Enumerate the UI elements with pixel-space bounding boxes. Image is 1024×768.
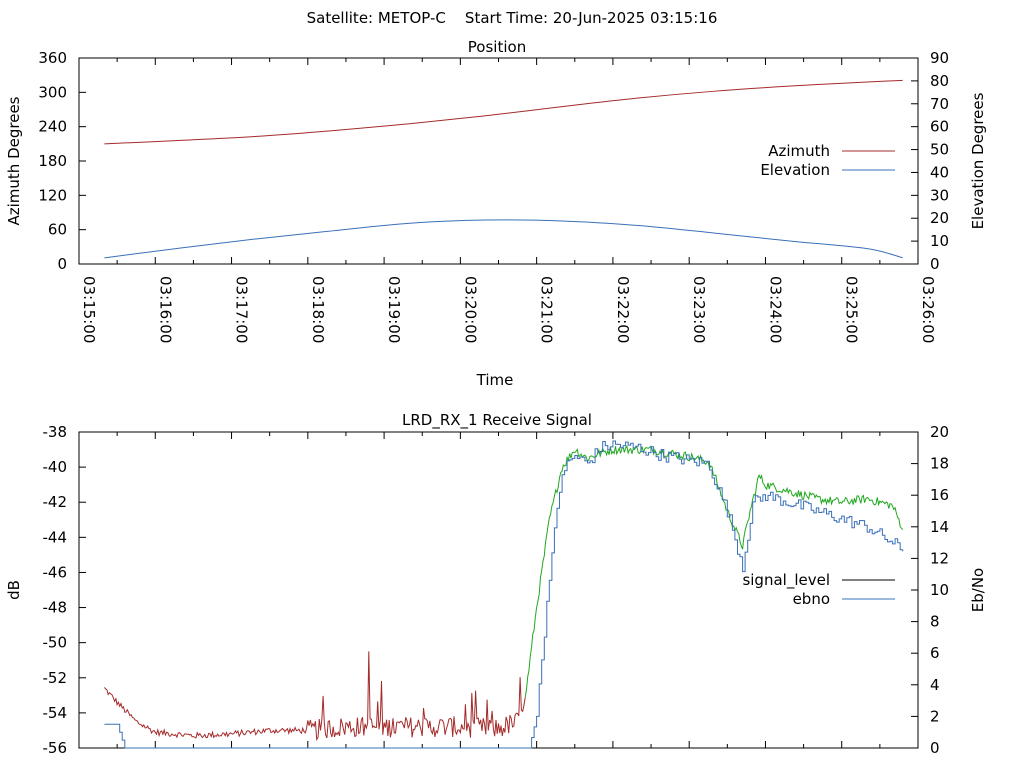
y-tick-label: -44 xyxy=(43,528,68,546)
y-tick-label: -40 xyxy=(43,458,68,476)
y2-tick-label: 30 xyxy=(930,186,949,204)
y-tick-label: 300 xyxy=(38,83,67,101)
y2-tick-label: 70 xyxy=(930,95,949,113)
position-legend: Azimuth Elevation xyxy=(760,142,895,179)
position-series xyxy=(104,79,903,259)
position-x-axis-label: Time xyxy=(476,371,514,389)
y2-tick-label: 90 xyxy=(930,49,949,67)
y2-tick-label: 10 xyxy=(930,581,949,599)
signal-ticks xyxy=(78,431,919,749)
x-tick-label: 03:26:00 xyxy=(919,276,937,343)
series-line-signal-level-unlocked xyxy=(104,651,526,742)
y-tick-label: 240 xyxy=(38,118,67,136)
legend-label-azimuth: Azimuth xyxy=(768,142,830,160)
header-title: Satellite: METOP-C Start Time: 20-Jun-20… xyxy=(307,9,718,27)
x-tick-label: 03:20:00 xyxy=(461,276,479,343)
x-tick-label: 03:24:00 xyxy=(766,276,784,343)
y-tick-label: -50 xyxy=(43,634,68,652)
y2-tick-label: 0 xyxy=(930,739,940,757)
y-tick-label: 60 xyxy=(48,221,67,239)
x-tick-label: 03:23:00 xyxy=(690,276,708,343)
y-tick-label: 180 xyxy=(38,152,67,170)
y-tick-label: 360 xyxy=(38,49,67,67)
signal-legend: signal_level ebno xyxy=(742,571,895,608)
legend-label-signal-level: signal_level xyxy=(742,571,830,590)
position-x-tick-labels: 03:15:00 03:16:00 03:17:00 03:18:00 03:19:00… xyxy=(80,276,937,343)
y2-tick-label: 2 xyxy=(930,707,940,725)
y-tick-label: -38 xyxy=(43,423,68,441)
y2-tick-label: 40 xyxy=(930,163,949,181)
x-tick-label: 03:16:00 xyxy=(156,276,174,343)
y-tick-label: -46 xyxy=(43,563,68,581)
y2-tick-label: 16 xyxy=(930,486,949,504)
y2-tick-label: 14 xyxy=(930,518,949,536)
signal-series xyxy=(104,440,904,749)
position-y-axis-label: Azimuth Degrees xyxy=(5,96,23,225)
y2-tick-label: 8 xyxy=(930,613,940,631)
y-tick-label: 0 xyxy=(57,255,67,273)
y-tick-label: -52 xyxy=(43,669,68,687)
y2-tick-label: 18 xyxy=(930,455,949,473)
y-tick-label: -56 xyxy=(43,739,68,757)
x-tick-label: 03:18:00 xyxy=(309,276,327,343)
signal-chart: LRD_RX_1 Receive Signal -56-54-52-50-48-… xyxy=(5,411,987,757)
series-line-ebno xyxy=(104,440,904,749)
signal-y-axis-label: dB xyxy=(5,580,23,600)
y2-tick-label: 6 xyxy=(930,644,940,662)
position-y2-axis-label: Elevation Degrees xyxy=(969,92,987,229)
y2-tick-label: 20 xyxy=(930,423,949,441)
position-y-tick-labels: 0 60 120 180 240 300 360 xyxy=(38,49,67,273)
x-tick-label: 03:25:00 xyxy=(843,276,861,343)
y2-tick-label: 60 xyxy=(930,118,949,136)
x-tick-label: 03:19:00 xyxy=(385,276,403,343)
signal-y2-axis-label: Eb/No xyxy=(969,568,987,612)
y2-tick-label: 80 xyxy=(930,72,949,90)
y2-tick-label: 50 xyxy=(930,141,949,159)
y2-tick-label: 20 xyxy=(930,209,949,227)
y-tick-label: -54 xyxy=(43,704,68,722)
y2-tick-label: 0 xyxy=(930,255,940,273)
y2-tick-label: 10 xyxy=(930,232,949,250)
series-line-signal-level-locked xyxy=(524,444,904,698)
signal-y-tick-labels: -56 -54 -52 -50 -48 -46 -44 -42 -40 -38 xyxy=(43,423,68,757)
signal-y2-tick-labels: 0 2 4 6 8 10 12 14 16 18 20 xyxy=(930,423,949,757)
series-line-elevation xyxy=(104,219,903,259)
x-tick-label: 03:15:00 xyxy=(80,276,98,343)
series-line-azimuth xyxy=(104,79,903,145)
signal-chart-title: LRD_RX_1 Receive Signal xyxy=(402,411,592,430)
position-y2-tick-labels: 0 10 20 30 40 50 60 70 80 90 xyxy=(930,49,949,273)
y-tick-label: 120 xyxy=(38,186,67,204)
y-tick-label: -42 xyxy=(43,493,68,511)
position-chart: Position 0 60 120 180 240 300 360 0 10 20 30 40 50 6… xyxy=(5,38,987,389)
y-tick-label: -48 xyxy=(43,599,68,617)
y2-tick-label: 4 xyxy=(930,676,940,694)
x-tick-label: 03:17:00 xyxy=(233,276,251,343)
legend-label-ebno: ebno xyxy=(793,590,830,608)
legend-label-elevation: Elevation xyxy=(760,161,830,179)
x-tick-label: 03:21:00 xyxy=(538,276,556,343)
x-tick-label: 03:22:00 xyxy=(614,276,632,343)
y2-tick-label: 12 xyxy=(930,549,949,567)
position-ticks xyxy=(78,57,919,265)
position-chart-title: Position xyxy=(468,38,526,56)
